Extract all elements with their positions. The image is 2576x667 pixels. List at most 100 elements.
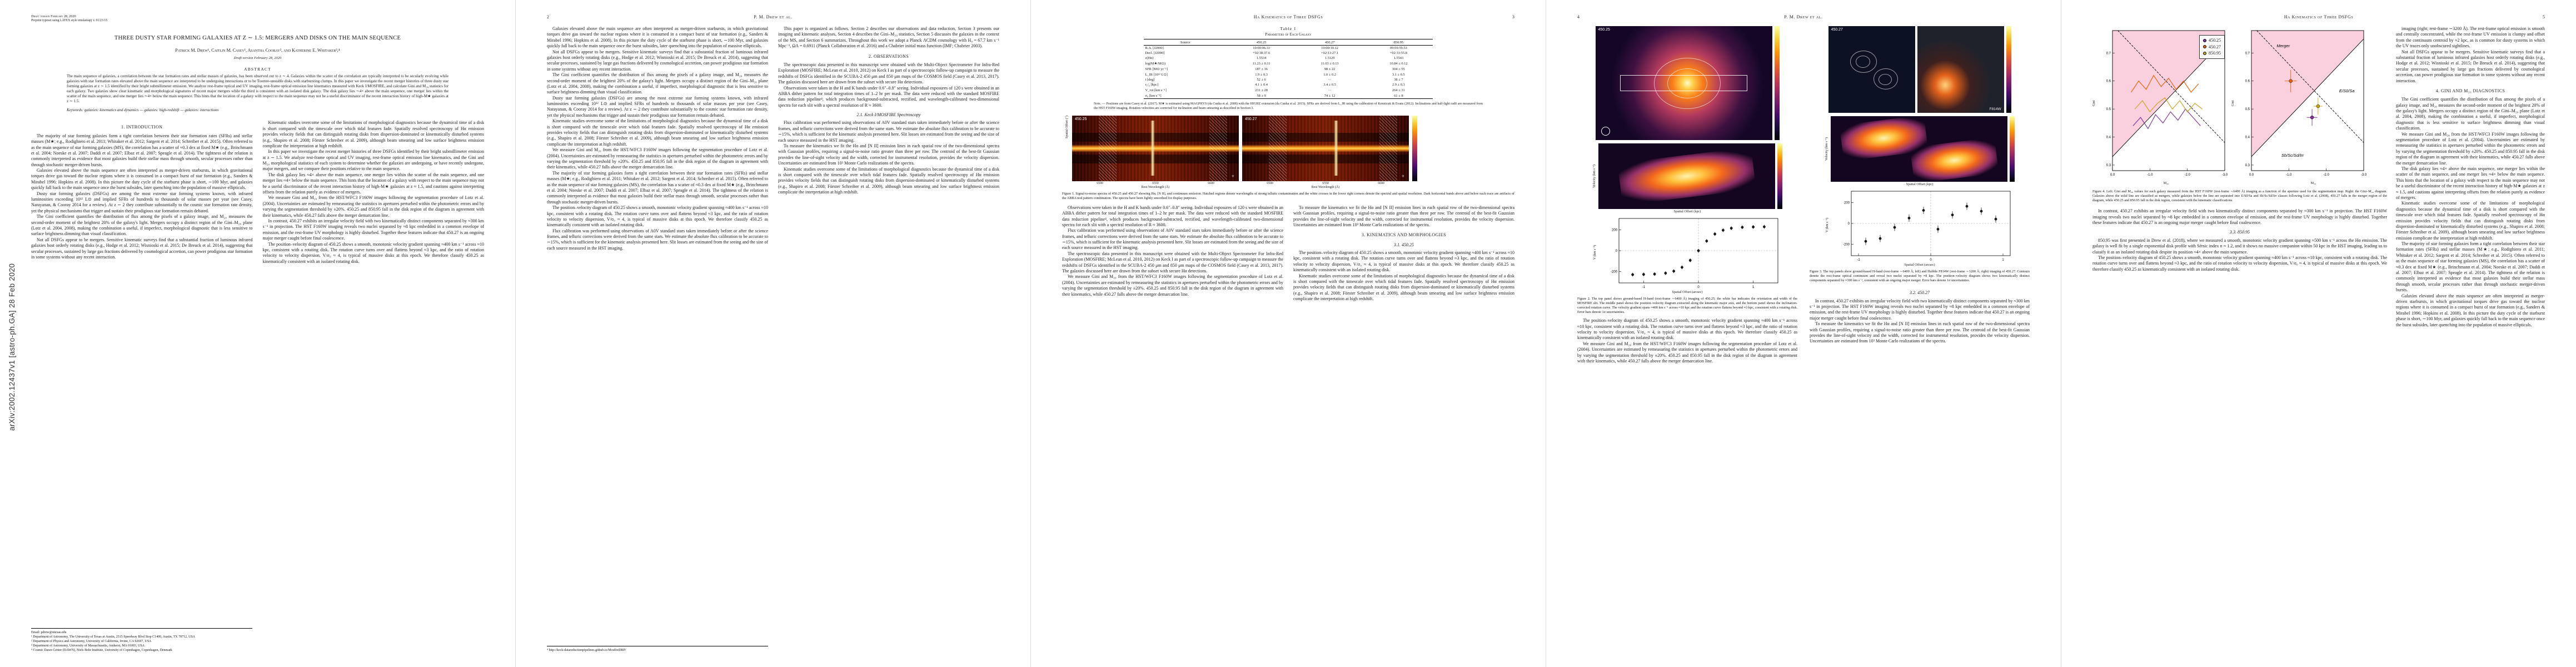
body-paragraph: We measure Gini and M₂₀ from the HST/WFC…: [547, 147, 768, 170]
table-cell: L_IR [10¹² L⊙]: [1145, 73, 1168, 77]
table-header-cell: Source: [1143, 39, 1228, 46]
table-label: Table 1: [1280, 26, 1297, 31]
uv-clump: [1917, 26, 2004, 113]
body-paragraph: This paper is organized as follows. Sect…: [778, 26, 999, 49]
table-cell: log(M★/M⊙): [1145, 62, 1166, 66]
position-velocity-diagram: [1831, 116, 2007, 182]
table-cell: 1.5129: [1324, 56, 1335, 60]
table-cell: 11.23 ± 0.11: [1252, 61, 1270, 66]
page-1: arXiv:2002.12437v1 [astro-ph.GA] 28 Feb …: [0, 0, 515, 667]
figure-4-block: Gini 0.0 -1.0 -2.0 -3.0 0.3 0.4 0.5 0.6 0.7 450.…: [2092, 26, 2387, 328]
fig1-x-axis-label: Rest Wavelength (Å): [1141, 185, 1170, 189]
panel-label: 450.25: [1075, 117, 1087, 121]
body-paragraph: The position–velocity diagram of 450.25 …: [1293, 250, 1514, 273]
running-header: 2 P. M. Drew et al.: [547, 14, 999, 19]
footnote-block: Email: pdrew@utexas.edu ¹ Department of A…: [31, 628, 252, 653]
arxiv-stamp: arXiv:2002.12437v1 [astro-ph.GA] 28 Feb …: [8, 263, 16, 431]
svg-text:0.0: 0.0: [2110, 173, 2115, 177]
mosfire-slit-outline: [1620, 75, 1747, 91]
table-row: R.A. [J2000] 10:00:06.33 10:00:10.12 09:59:…: [1144, 46, 1433, 51]
footnote-line: ⁴ http://keck-datareductionpipelines.git…: [547, 648, 626, 652]
position-velocity-diagram: [1598, 143, 1775, 209]
svg-text:0: 0: [1847, 222, 1850, 226]
galaxy-image-row: 450.25: [1577, 26, 1797, 140]
running-header: Hα Kinematics of Three DSFGs 5: [2092, 14, 2545, 19]
table-cell: 4.1 ± 0.4: [1255, 83, 1268, 87]
page-4: 4 P. M. Drew et al. 450.25: [1546, 0, 2061, 667]
figure-4: Gini 0.0 -1.0 -2.0 -3.0 0.3 0.4 0.5 0.6 0.7 450.…: [2092, 26, 2387, 181]
preprint-line: Preprint typeset using LATEX style emula…: [31, 19, 108, 23]
table-cell: V_rot [km s⁻¹]: [1145, 88, 1167, 92]
figures-row: 450.25 Velocity (km s⁻¹): [1577, 26, 2030, 364]
svg-text:0.6: 0.6: [2245, 80, 2250, 83]
colorbar: [2010, 116, 2015, 182]
svg-text:-2.0: -2.0: [2323, 173, 2329, 177]
table-cell: +02:33:55.8: [1389, 51, 1407, 55]
gini-m20-class-panel: Gini Merger E/S0/Sa Sb/Sc/Sd/Irr 0.0 -1.0 -2.…: [2231, 26, 2368, 181]
table-row: log(M★/M⊙) 11.23 ± 0.11 11.03 ± 0.13 10.84 …: [1144, 61, 1433, 66]
body-paragraph: The Gini coefficient quantifies the dist…: [547, 72, 768, 95]
svg-text:1: 1: [1752, 286, 1754, 289]
pv-row: Velocity (km s⁻¹): [1810, 116, 2030, 182]
resolution-cross-icon: +: [1231, 173, 1234, 179]
svg-text:0.6: 0.6: [2106, 80, 2111, 83]
body-paragraph: The disk galaxy lies ≈4× above the main …: [262, 172, 485, 195]
table-cell: 74 ± 12: [1324, 93, 1336, 98]
body-paragraph: To measure the kinematics we fit the Hα …: [778, 143, 999, 166]
gini-m20-tracks-panel: Gini 0.0 -1.0 -2.0 -3.0 0.3 0.4 0.5 0.6 0.7 450.…: [2092, 26, 2229, 181]
table-cell: 61 ± 8: [1394, 93, 1403, 98]
body-paragraph: The position–velocity diagram of 450.25 …: [2092, 255, 2387, 272]
table-row: z(Hα) 1.5534 1.5129 1.5543: [1144, 56, 1433, 61]
table-cell: 1.0 ± 0.2: [1323, 72, 1336, 77]
spectrum-panel-450-25: 450.25 + 6500 6550 6600 Rest Wavelength …: [1072, 115, 1239, 189]
body-paragraph: Kinematic studies overcome some of the l…: [778, 166, 999, 195]
x-tick-labels: 6500 6550 6600: [1097, 181, 1214, 185]
subsection-heading: 3.2. 450.27: [1910, 290, 1930, 296]
negative-band: [1242, 155, 1409, 163]
panel-label: 450.27: [1245, 117, 1257, 121]
subsection-heading: 3.3. 850.95: [2230, 230, 2250, 235]
body-paragraph: The Gini coefficient quantifies the dist…: [2396, 97, 2545, 131]
table-row: L_IR [10¹² L⊙] 1.9 ± 0.3 1.0 ± 0.2 3.1 ± 0.…: [1144, 72, 1433, 77]
body-paragraph: Observations were taken in the H and K b…: [1062, 205, 1283, 227]
page-3: Hα Kinematics of Three DSFGs 3 Table 1 P…: [1030, 0, 1546, 667]
body-paragraph: The majority of star forming galaxies fo…: [31, 133, 253, 167]
contour-ring: [1873, 68, 1898, 90]
negative-band: [1072, 155, 1239, 163]
legend-row: 450.25: [2203, 37, 2221, 44]
body-paragraph: In contrast, 450.27 exhibits an irregula…: [262, 218, 485, 241]
table-row: r₁/₂ [kpc] 4.1 ± 0.4 3.4 ± 0.5 2.9 ± 0.3: [1144, 82, 1433, 87]
table-cell: 09:59:59.53: [1390, 46, 1407, 50]
draft-lines: Draft version February 28, 2020 Preprint…: [31, 14, 484, 23]
body-paragraph: Dusty star forming galaxies (DSFGs) are …: [547, 95, 768, 118]
svg-text:-2.0: -2.0: [2184, 173, 2190, 177]
table-row: i [deg] 52 ± 6 ··· 38 ± 7: [1144, 77, 1433, 82]
legend-row: 850.95: [2203, 50, 2221, 57]
running-header: 4 P. M. Drew et al.: [1577, 14, 2030, 19]
galaxy-image-row: 450.27 F814W: [1810, 26, 2030, 113]
table-cell: SFR [M⊙ yr⁻¹]: [1145, 67, 1168, 71]
figure-2-caption: Figure 2. The top panel shows ground-bas…: [1577, 297, 1797, 315]
svg-text:0.4: 0.4: [2245, 136, 2250, 140]
telluric-hatch: [1379, 115, 1397, 181]
table-cell: 98 ± 22: [1324, 67, 1336, 71]
page-number: 5: [2543, 14, 2545, 19]
body-paragraph: Dusty star forming galaxies (DSFGs) are …: [31, 191, 253, 213]
rc-x-axis-label: Spatial Offset (arcsec): [1904, 263, 1935, 267]
body-paragraph: The position–velocity diagram of 450.25 …: [547, 205, 768, 228]
body-paragraph: Observations were taken in the H and K b…: [778, 85, 999, 108]
table-cell: R.A. [J2000]: [1145, 46, 1164, 50]
footnote-line: ¹ Department of Astronomy, The Universit…: [31, 635, 196, 639]
table-cell: 231 ± 28: [1255, 88, 1268, 92]
pv-x-axis-label: Spatial Offset (kpc): [1673, 210, 1701, 213]
x-tick-labels: 6500 6550 6600: [1267, 181, 1384, 185]
svg-text:0.0: 0.0: [2249, 173, 2254, 177]
svg-text:Merger: Merger: [2276, 43, 2290, 48]
rc-y-axis-label: V (km s⁻¹): [1593, 245, 1597, 260]
spectrum-image: 450.25 +: [1072, 115, 1239, 181]
table-header-row: Source 450.25 450.27 850.95: [1143, 39, 1433, 46]
body-paragraph: Not all DSFGs appear to be mergers. Sens…: [2396, 49, 2545, 83]
abstract-heading: ABSTRACT: [244, 66, 271, 72]
